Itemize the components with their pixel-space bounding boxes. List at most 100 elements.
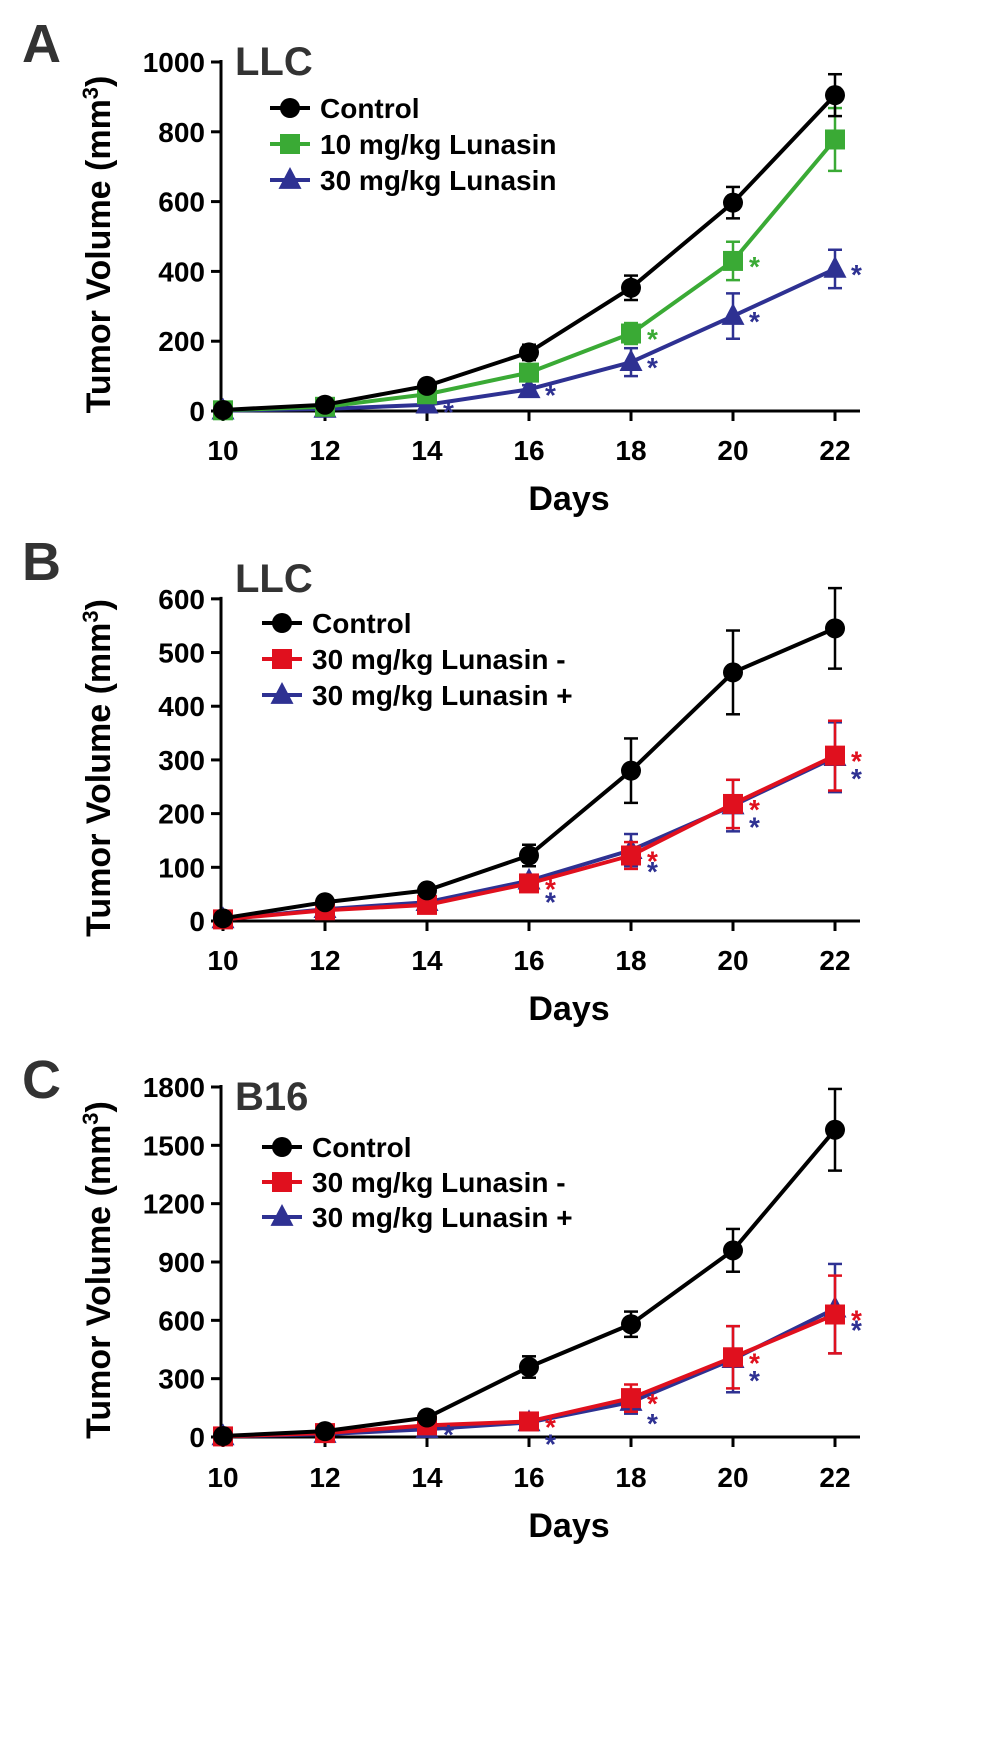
y-tick-label: 100 [158, 852, 205, 883]
panel-a: A 0 200 400 600 800 1000 10 12 14 16 18 20 22 Days Tumo… [22, 14, 862, 518]
data-point [519, 873, 539, 894]
x-tick-label: 22 [819, 435, 850, 466]
data-point [519, 1411, 539, 1432]
series-0 [213, 586, 845, 929]
data-point [315, 1421, 335, 1442]
panel-letter: B [22, 532, 61, 592]
y-tick-label: 1500 [143, 1130, 205, 1161]
panel-b: B 0 100 200 300 400 500 600 10 12 14 16 18 20 22 Days Tu… [22, 532, 862, 1028]
y-tick-label: 200 [158, 799, 205, 830]
significance-star: * [749, 306, 760, 337]
data-point [723, 662, 743, 683]
y-tick-label: 900 [158, 1247, 205, 1278]
significance-star: * [647, 352, 658, 383]
data-point [723, 192, 743, 213]
x-tick-label: 10 [207, 945, 238, 976]
legend-label: 30 mg/kg Lunasin + [312, 680, 573, 711]
significance-star: * [647, 1388, 658, 1419]
data-point [417, 375, 437, 396]
panel-letter: A [22, 14, 61, 74]
panel-letter: C [22, 1050, 61, 1110]
x-tick-label: 22 [819, 945, 850, 976]
x-axis-label: Days [528, 480, 609, 518]
y-tick-label: 1200 [143, 1189, 205, 1220]
y-tick-label: 1800 [143, 1072, 205, 1103]
series-0 [213, 1087, 845, 1447]
significance-star: * [647, 845, 658, 876]
significance-star: * [443, 1419, 454, 1450]
x-tick-label: 22 [819, 1462, 850, 1493]
x-tick-label: 16 [513, 435, 544, 466]
data-point [823, 255, 847, 278]
y-tick-label: 400 [158, 691, 205, 722]
legend-item: Control [270, 93, 420, 124]
significance-star: * [647, 856, 658, 887]
x-tick-label: 20 [717, 1462, 748, 1493]
y-axis-label: Tumor Volume (mm3) [78, 599, 119, 937]
legend-item: 30 mg/kg Lunasin [270, 165, 557, 196]
data-point [519, 1357, 539, 1377]
x-tick-label: 12 [309, 945, 340, 976]
plot-title: LLC [235, 557, 313, 601]
legend-marker [270, 1203, 294, 1226]
x-tick-label: 10 [207, 1462, 238, 1493]
significance-star: * [749, 251, 760, 282]
panel-c: C 0 300 600 900 1200 1500 1800 10 12 14 16 18 20 22 Day… [22, 1050, 862, 1545]
data-point [619, 349, 643, 371]
significance-star: * [749, 1347, 760, 1378]
data-point [825, 745, 845, 766]
data-point [621, 323, 641, 344]
significance-star: * [851, 259, 862, 290]
significance-star: * [851, 1305, 862, 1336]
legend-label: 10 mg/kg Lunasin [320, 129, 557, 160]
legend-item: Control [262, 1132, 412, 1163]
data-point [721, 303, 745, 325]
plot-title: LLC [235, 40, 313, 84]
y-tick-label: 600 [158, 584, 205, 615]
significance-star: * [749, 1365, 760, 1396]
y-tick-label: 200 [158, 326, 205, 357]
plot-title: B16 [235, 1075, 308, 1119]
series-0 [213, 72, 845, 420]
legend-marker [272, 1172, 292, 1192]
significance-star: * [749, 794, 760, 825]
legend-label: Control [312, 1132, 412, 1163]
x-axis-label: Days [528, 1507, 609, 1545]
significance-star: * [749, 812, 760, 843]
legend-label: 30 mg/kg Lunasin + [312, 1202, 573, 1233]
legend-item: 30 mg/kg Lunasin - [262, 1167, 566, 1198]
y-tick-label: 500 [158, 638, 205, 669]
legend-item: 10 mg/kg Lunasin [270, 129, 557, 160]
x-tick-label: 12 [309, 435, 340, 466]
x-tick-label: 10 [207, 435, 238, 466]
legend-label: Control [320, 93, 420, 124]
legend-item: 30 mg/kg Lunasin + [262, 680, 573, 711]
y-tick-label: 300 [158, 1364, 205, 1395]
y-tick-label: 800 [158, 117, 205, 148]
x-tick-label: 16 [513, 1462, 544, 1493]
legend-marker [272, 1137, 292, 1157]
y-axis-label: Tumor Volume (mm3) [78, 76, 119, 414]
y-tick-label: 400 [158, 256, 205, 287]
y-tick-label: 600 [158, 187, 205, 218]
significance-star: * [545, 887, 556, 918]
x-tick-label: 16 [513, 945, 544, 976]
data-point [517, 376, 541, 399]
y-tick-label: 600 [158, 1305, 205, 1336]
data-point [825, 1304, 845, 1325]
legend-marker [270, 681, 294, 704]
data-point [417, 894, 437, 915]
data-point [825, 85, 845, 106]
legend-item: 30 mg/kg Lunasin + [262, 1202, 573, 1233]
y-tick-label: 300 [158, 745, 205, 776]
significance-star: * [545, 1428, 556, 1459]
y-tick-label: 0 [189, 906, 205, 937]
data-point [417, 880, 437, 901]
x-tick-label: 14 [411, 435, 443, 466]
y-axis-label: Tumor Volume (mm3) [78, 1101, 119, 1439]
significance-star: * [647, 324, 658, 355]
x-tick-label: 18 [615, 945, 646, 976]
x-tick-label: 12 [309, 1462, 340, 1493]
data-point [621, 1388, 641, 1409]
